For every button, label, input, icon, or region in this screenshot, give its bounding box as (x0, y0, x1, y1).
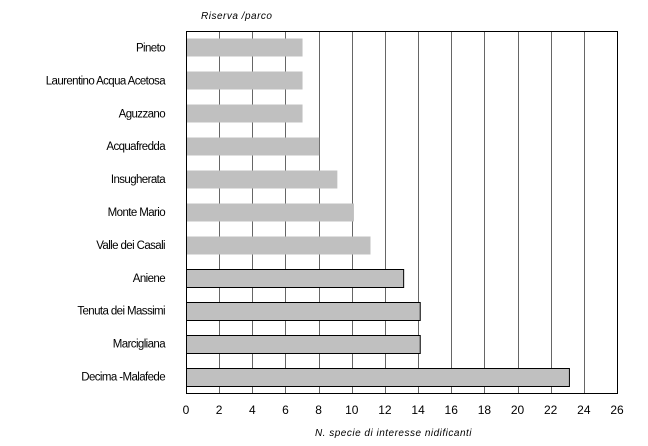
x-tick-label: 12 (378, 403, 392, 417)
x-tick-label: 18 (478, 403, 492, 417)
x-tick-label: 6 (282, 403, 289, 417)
bar (186, 137, 320, 156)
category-labels: Pineto Laurentino Acqua Acetosa Aguzzano Ac… (46, 42, 167, 384)
bar (186, 236, 371, 255)
category-label: Insugherata (111, 174, 166, 186)
category-label: Decima -Malafede (81, 372, 165, 384)
category-label: Laurentino Acqua Acetosa (46, 75, 166, 87)
x-tick-label: 16 (445, 403, 459, 417)
bar (186, 71, 303, 90)
x-tick-labels: 0 2 4 6 8 10 12 14 16 18 20 22 24 26 (183, 403, 624, 417)
x-tick-label: 4 (249, 403, 256, 417)
x-tick-label: 24 (577, 403, 591, 417)
x-tick-label: 20 (511, 403, 525, 417)
category-label: Monte Mario (108, 207, 166, 219)
x-tick-label: 10 (345, 403, 359, 417)
x-axis-title: N. specie di interesse nidificanti (315, 428, 472, 439)
category-label: Aniene (133, 273, 165, 285)
category-label: Pineto (136, 42, 165, 54)
x-tick-label: 22 (544, 403, 558, 417)
bar (186, 269, 405, 288)
bar (186, 368, 570, 387)
plot-frame (186, 31, 618, 394)
x-tick-label: 14 (411, 403, 425, 417)
category-label: Aguzzano (119, 108, 166, 120)
x-tick-label: 26 (610, 403, 624, 417)
bar (186, 104, 303, 123)
bars (186, 38, 570, 387)
x-tick-label: 8 (315, 403, 322, 417)
bar (186, 38, 303, 57)
x-tick-label: 0 (183, 403, 190, 417)
bar (186, 302, 421, 321)
y-axis-title: Riserva /parco (201, 11, 272, 22)
bar (186, 335, 421, 354)
category-label: Marcigliana (113, 339, 166, 351)
bar (186, 203, 354, 222)
x-tick-label: 2 (216, 403, 223, 417)
category-label: Acquafredda (106, 141, 166, 153)
category-label: Valle dei Casali (96, 240, 165, 252)
category-label: Tenuta dei Massimi (77, 306, 165, 318)
bar (186, 170, 338, 189)
